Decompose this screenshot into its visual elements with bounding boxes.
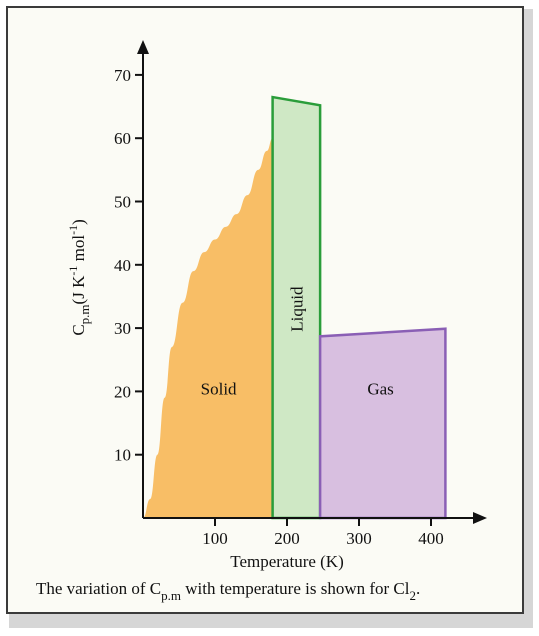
axis-ticks: 10 20 30 40 50 60 70 100 200 300 400 bbox=[114, 66, 444, 548]
gas-region bbox=[318, 327, 447, 520]
y-tick-label: 70 bbox=[114, 66, 131, 85]
x-tick-label: 400 bbox=[418, 529, 444, 548]
region-labels: Solid Liquid Gas bbox=[201, 286, 394, 399]
y-tick-label: 10 bbox=[114, 446, 131, 465]
gas-label: Gas bbox=[367, 380, 393, 399]
y-axis-title-superscript-1: -1 bbox=[66, 266, 80, 276]
caption-suffix: . bbox=[416, 579, 420, 598]
x-tick-label: 200 bbox=[274, 529, 300, 548]
x-axis-title: Temperature (K) bbox=[230, 552, 344, 571]
x-tick-label: 300 bbox=[346, 529, 372, 548]
solid-label: Solid bbox=[201, 380, 237, 399]
y-axis-title-main: C bbox=[69, 324, 88, 335]
y-axis-title-subscript: p.m bbox=[77, 304, 92, 324]
y-axis-title-unit-prefix: (J K bbox=[69, 275, 88, 305]
y-axis-title-unit-mid: mol bbox=[69, 235, 88, 266]
caption-prefix: The variation of C bbox=[36, 579, 161, 598]
liquid-label: Liquid bbox=[287, 286, 306, 332]
y-axis-title: Cp.m(J K-1 mol-1) bbox=[66, 219, 92, 335]
y-tick-label: 30 bbox=[114, 319, 131, 338]
y-tick-label: 40 bbox=[114, 256, 131, 275]
y-tick-label: 20 bbox=[114, 382, 131, 401]
y-tick-label: 50 bbox=[114, 193, 131, 212]
chart-axes bbox=[137, 40, 487, 524]
caption-subscript: p.m bbox=[161, 588, 181, 603]
y-axis-arrowhead bbox=[137, 40, 149, 54]
solid-region bbox=[143, 138, 273, 518]
y-axis-title-unit-suffix: ) bbox=[69, 219, 88, 225]
caption-middle: with temperature is shown for Cl bbox=[181, 579, 410, 598]
x-tick-label: 100 bbox=[202, 529, 228, 548]
figure-caption: The variation of Cp.m with temperature i… bbox=[36, 579, 420, 603]
y-axis-title-superscript-2: -1 bbox=[66, 225, 80, 235]
caption-subscript-2: 2 bbox=[410, 588, 417, 603]
y-tick-label: 60 bbox=[114, 129, 131, 148]
x-axis-arrowhead bbox=[473, 512, 487, 524]
